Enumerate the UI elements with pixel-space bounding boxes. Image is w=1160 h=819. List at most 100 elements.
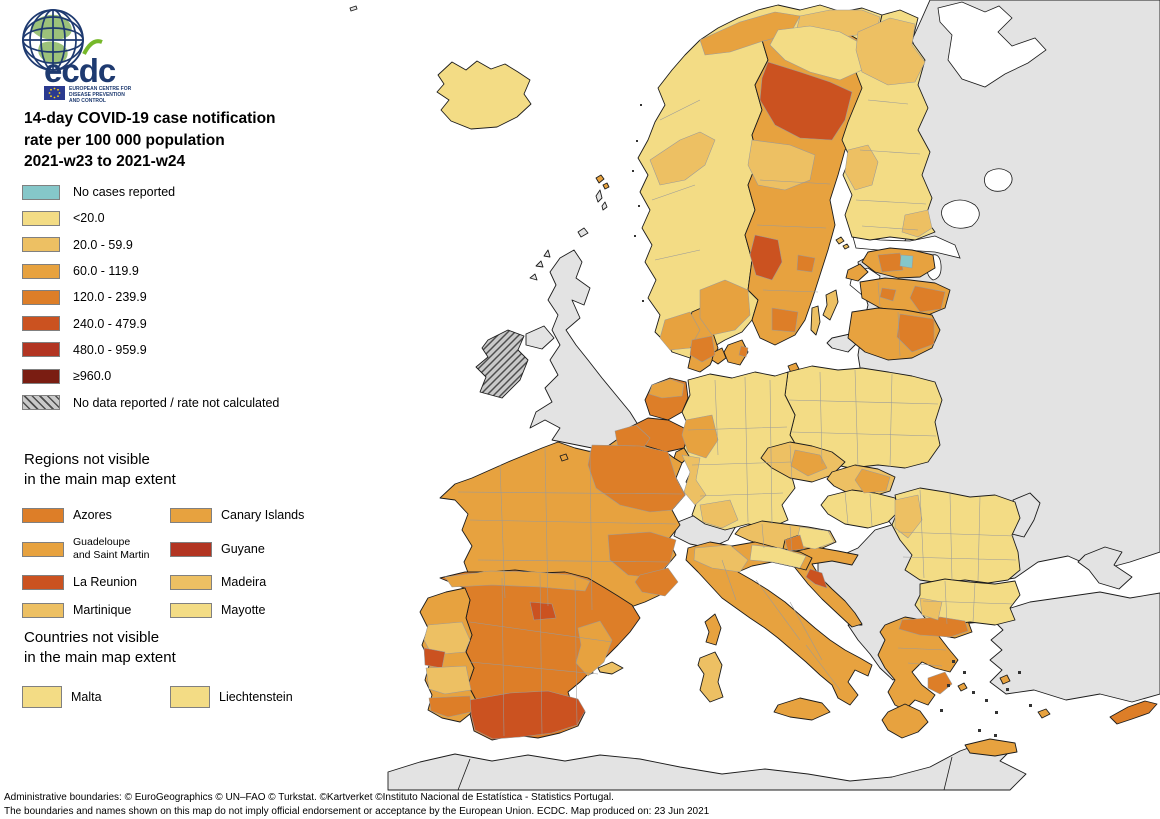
region-ireland bbox=[475, 329, 529, 399]
ecdc-logo-graphic: ecdc EUROPEAN CENTRE FOR DISEASE PREVENT… bbox=[22, 9, 132, 104]
patch-estonia-central bbox=[877, 252, 904, 273]
patch-france-nord bbox=[614, 424, 651, 453]
patch-andalusia bbox=[469, 690, 586, 740]
patch-denmark-mid bbox=[689, 335, 716, 363]
legend-swatch-240-479 bbox=[22, 316, 60, 332]
europe-map bbox=[349, 0, 1160, 791]
map-title-line2: rate per 100 000 population bbox=[24, 131, 225, 149]
legend-swatch-60-119 bbox=[22, 263, 60, 279]
region-item-label: La Reunion bbox=[73, 575, 137, 589]
legend-swatch-120-239 bbox=[22, 289, 60, 305]
patch-italy-nw bbox=[693, 544, 749, 573]
region-bulgaria bbox=[914, 578, 1021, 626]
legend-label: 240.0 - 479.9 bbox=[73, 316, 147, 331]
patch-germany-west bbox=[681, 454, 707, 506]
region-greece bbox=[877, 616, 973, 711]
jan-mayen-island bbox=[349, 5, 358, 12]
hebrides-islands bbox=[529, 249, 551, 281]
patch-oslo bbox=[699, 279, 751, 336]
region-italy bbox=[685, 541, 873, 706]
region-item-label: Guadeloupe and Saint Martin bbox=[73, 536, 150, 561]
patch-romania-west bbox=[894, 494, 923, 539]
patch-slovakia-east bbox=[854, 468, 891, 494]
regions-not-visible-list: Azores Canary Islands Guadeloupe and Sai… bbox=[22, 508, 346, 631]
channel-islands bbox=[559, 453, 569, 462]
patch-norrbotten bbox=[769, 25, 863, 81]
heading-line: Countries not visible bbox=[24, 629, 160, 646]
legend-label: <20.0 bbox=[73, 211, 105, 226]
patch-dalmatia-spot bbox=[805, 568, 828, 589]
legend-swatch-ge960 bbox=[22, 368, 60, 384]
patch-lapland bbox=[855, 17, 926, 86]
legend-row-480-959: 480.0 - 959.9 bbox=[22, 337, 279, 363]
region-peloponnese bbox=[881, 703, 929, 739]
country-item-label: Malta bbox=[71, 689, 102, 704]
patch-greece-north bbox=[898, 616, 969, 638]
region-item-label: Guyane bbox=[221, 541, 265, 556]
legend-row-20-59: 20.0 - 59.9 bbox=[22, 232, 279, 258]
region-north-africa bbox=[387, 740, 1027, 791]
patch-vasterbotten bbox=[759, 61, 853, 141]
legend-row-120-239: 120.0 - 239.9 bbox=[22, 284, 279, 310]
legend-row-60-119: 60.0 - 119.9 bbox=[22, 258, 279, 284]
countries-not-visible-list: Malta Liechtenstein bbox=[22, 686, 346, 721]
legend-row-ge960: ≥960.0 bbox=[22, 363, 279, 389]
shetland-islands bbox=[595, 189, 608, 211]
patch-alentejo bbox=[425, 665, 472, 695]
eu-flag-stars bbox=[48, 87, 61, 99]
legend-row-no-cases: No cases reported bbox=[22, 179, 279, 205]
patch-latgale bbox=[909, 285, 946, 313]
map-title: 14-day COVID-19 case notification rate p… bbox=[24, 108, 276, 173]
region-cyprus bbox=[1109, 700, 1158, 725]
region-item-la-reunion: La Reunion bbox=[22, 575, 170, 590]
region-item-azores: Azores bbox=[22, 508, 170, 523]
eu-flag-icon bbox=[44, 86, 65, 100]
region-item-madeira: Madeira bbox=[170, 575, 346, 590]
globe-grid bbox=[22, 9, 84, 71]
patch-attica bbox=[927, 671, 953, 695]
patch-nl-north bbox=[648, 378, 685, 399]
region-united-kingdom bbox=[529, 249, 641, 449]
swatch-guadeloupe bbox=[22, 541, 64, 557]
region-item-label: Azores bbox=[73, 508, 112, 522]
patch-copenhagen bbox=[738, 345, 749, 358]
patch-navarra-spot bbox=[529, 601, 557, 621]
patch-italy-ne bbox=[749, 544, 807, 569]
patch-portugal-centre bbox=[423, 621, 471, 656]
region-item-guadeloupe: Guadeloupe and Saint Martin bbox=[22, 536, 170, 562]
legend-swatch-20-59 bbox=[22, 237, 60, 253]
swatch-canary-islands bbox=[170, 508, 212, 523]
org-name-line3: AND CONTROL bbox=[69, 98, 106, 104]
patch-jonkoping bbox=[771, 307, 799, 333]
patch-estonia-no-cases bbox=[899, 254, 914, 269]
lake-ladoga bbox=[941, 199, 980, 229]
legend-row-no-data: No data reported / rate not calculated bbox=[22, 389, 279, 415]
region-sardinia bbox=[697, 651, 724, 703]
legend-swatch-lt20 bbox=[22, 210, 60, 226]
patch-algarve bbox=[428, 695, 472, 718]
rhodes-island bbox=[1037, 708, 1051, 719]
gulf-of-finland bbox=[852, 235, 961, 259]
patch-france-northeast bbox=[587, 444, 686, 513]
regions-not-visible-heading: Regions not visible in the main map exte… bbox=[24, 450, 176, 490]
region-funen bbox=[711, 347, 727, 365]
legend-label: No cases reported bbox=[73, 185, 176, 200]
region-boundary-lines bbox=[457, 99, 1017, 737]
patch-bulgaria-sw bbox=[919, 597, 943, 621]
patch-valencia bbox=[575, 620, 613, 677]
swatch-guyane bbox=[170, 541, 212, 557]
region-northern-ireland bbox=[525, 325, 555, 350]
saaremaa-island bbox=[845, 263, 869, 282]
patch-finland-west bbox=[844, 144, 879, 191]
heading-line: Regions not visible bbox=[24, 451, 150, 468]
region-item-label: Canary Islands bbox=[221, 508, 305, 522]
oland-island bbox=[810, 305, 821, 336]
patch-germany-sw bbox=[699, 499, 739, 529]
africa-country-borders bbox=[457, 756, 953, 791]
region-crete bbox=[964, 738, 1018, 757]
org-name-line1: EUROPEAN CENTRE FOR bbox=[69, 86, 132, 92]
faroe-islands bbox=[595, 174, 610, 190]
gotland-island bbox=[822, 289, 839, 321]
patch-dalarna bbox=[749, 234, 783, 281]
map-title-line1: 14-day COVID-19 case notification bbox=[24, 110, 276, 127]
